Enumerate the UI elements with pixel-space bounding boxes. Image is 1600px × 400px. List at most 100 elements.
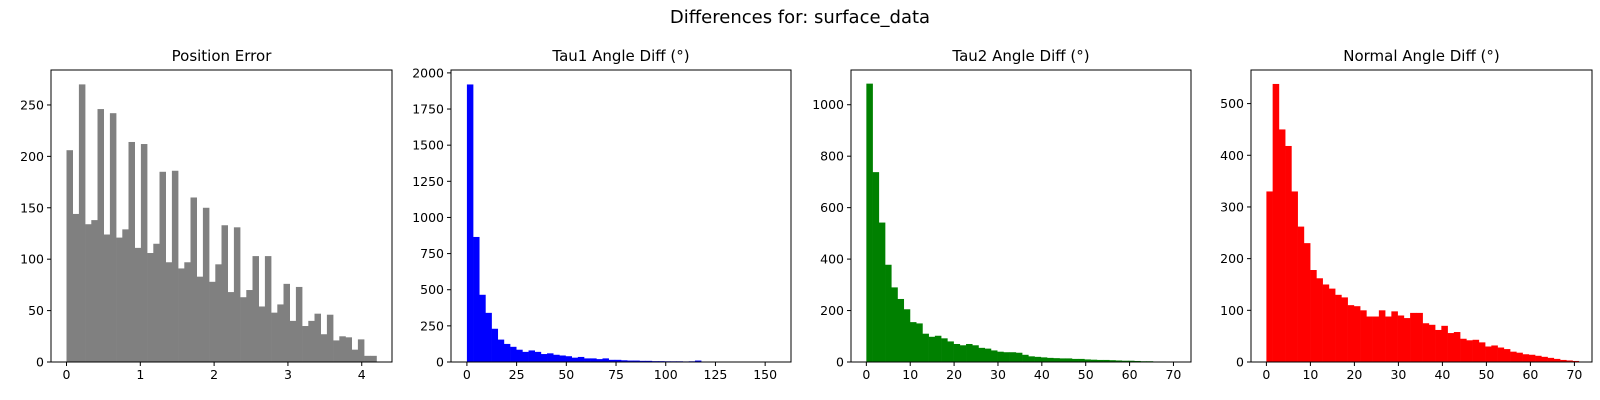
x-tick-label: 60 (1522, 367, 1538, 382)
histogram-bar (1360, 310, 1367, 362)
histogram-bar (953, 343, 961, 362)
histogram-bar (1096, 359, 1104, 362)
histogram-bar (339, 336, 346, 362)
x-tick-label: 4 (358, 367, 366, 382)
histogram-bar (1378, 310, 1386, 362)
y-tick-label: 1250 (412, 174, 444, 189)
histogram-bar (941, 338, 948, 362)
histogram-bar (510, 346, 517, 362)
histogram-bar (1322, 284, 1330, 362)
histogram-bar (140, 144, 148, 362)
histogram-bar (1328, 288, 1336, 362)
histogram-bar (221, 225, 228, 362)
histogram-bar (1278, 129, 1286, 362)
histogram-bar (209, 281, 216, 362)
histogram-bar (909, 322, 917, 362)
histogram-bar (903, 309, 911, 362)
histogram-bar (584, 358, 591, 362)
histogram-bar (1121, 360, 1129, 362)
histogram-bar (215, 264, 222, 362)
histogram-bar (153, 243, 160, 362)
histogram-bar (1403, 318, 1411, 362)
histogram-bar (97, 109, 104, 362)
histogram-bar (491, 328, 499, 362)
histogram-bar (1090, 359, 1098, 362)
histogram-bar (1528, 354, 1536, 362)
histogram-bar (264, 256, 272, 362)
y-tick-label: 0 (436, 355, 444, 370)
histogram-bar (1478, 342, 1486, 362)
y-tick-label: 100 (20, 252, 44, 267)
histogram-bar (271, 312, 278, 362)
histogram-bar (190, 197, 197, 362)
histogram-bar (1541, 356, 1548, 362)
histogram-bar (1522, 354, 1530, 362)
histogram-bar (596, 359, 603, 362)
x-tick-label: 125 (704, 367, 728, 382)
histogram-bar (972, 345, 979, 362)
y-tick-label: 750 (420, 246, 444, 261)
histogram-bar (252, 256, 259, 362)
histogram-bar (364, 355, 371, 362)
histogram-bar (1078, 358, 1085, 362)
histogram-bar (872, 172, 880, 362)
histogram-bar (947, 341, 954, 362)
histogram-bar (1491, 345, 1498, 362)
histogram-bar (320, 334, 328, 362)
panel-title: Normal Angle Diff (°) (1343, 47, 1500, 65)
histogram-bar (1547, 357, 1555, 362)
histogram-bar (503, 343, 511, 362)
histogram-bar (590, 358, 597, 362)
histogram-bar (1510, 351, 1517, 362)
histogram-bar (302, 326, 309, 362)
histogram-bar (1109, 360, 1116, 362)
histogram-bar (639, 360, 646, 362)
x-tick-label: 20 (946, 367, 962, 382)
histogram-bar (571, 357, 579, 362)
histogram-bar (122, 229, 129, 362)
y-tick-label: 200 (820, 303, 844, 318)
histogram-bar (922, 333, 929, 362)
x-tick-label: 40 (1434, 367, 1450, 382)
y-tick-label: 600 (820, 200, 844, 215)
histogram-bar (165, 262, 173, 362)
y-tick-label: 1000 (412, 210, 444, 225)
axes-frame (50, 69, 393, 363)
x-tick-label: 50 (1078, 367, 1094, 382)
histogram-bar (534, 351, 542, 362)
histogram-bar (966, 343, 973, 362)
histogram-bar (1059, 358, 1067, 362)
x-tick-label: 60 (1122, 367, 1138, 382)
histogram-bar (485, 312, 492, 362)
histogram-bar (928, 336, 936, 362)
panel-title: Position Error (172, 47, 273, 65)
histogram-bar (1335, 294, 1342, 362)
chart-panel-1: Position Error 0 1 2 3 4 0 50 100 150 200 250 (20, 47, 393, 382)
histogram-bar (1103, 359, 1110, 362)
histogram-bar (997, 351, 1004, 362)
histogram-bar (333, 340, 340, 362)
x-tick-label: 1 (136, 367, 144, 382)
histogram-bar (78, 84, 86, 363)
histogram-bar (627, 360, 634, 362)
histogram-bar (1472, 339, 1480, 362)
histogram-bar (990, 350, 998, 362)
histogram-bar (1516, 352, 1523, 362)
histogram-bar (258, 306, 266, 362)
y-tick-label: 100 (1220, 303, 1244, 318)
histogram-bar (694, 360, 702, 362)
histogram-bar (1071, 358, 1079, 362)
x-tick-label: 50 (1478, 367, 1494, 382)
histogram-bar (897, 298, 905, 362)
histogram-bar (184, 262, 191, 362)
y-tick-label: 250 (20, 97, 44, 112)
histogram-bar (516, 349, 523, 362)
histogram-bar (497, 339, 505, 362)
histogram-bar (608, 359, 616, 362)
histogram-bar (1353, 306, 1361, 362)
chart-panel-2: Tau1 Angle Diff (°)0 25 50 75 100 125 15002505… (412, 47, 792, 382)
histogram-bar (1497, 347, 1505, 362)
x-tick-label: 100 (654, 367, 678, 382)
histogram-bar (1128, 360, 1135, 362)
